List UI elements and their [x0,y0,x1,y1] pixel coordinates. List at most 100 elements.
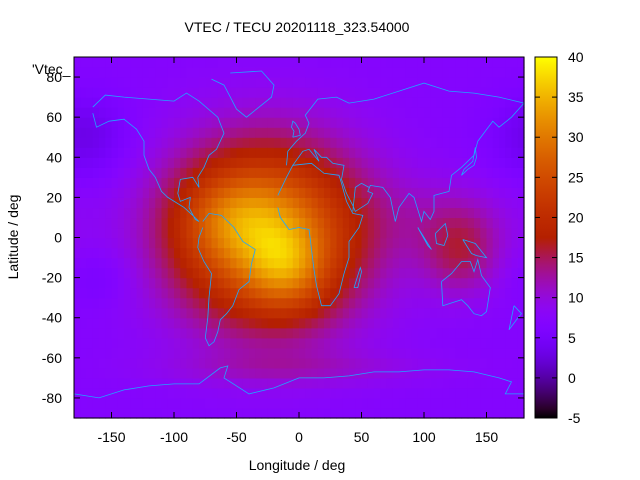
heatmap-cell [174,67,181,78]
heatmap-cell [211,107,219,118]
heatmap-cell [517,237,525,249]
heatmap-cell [280,347,288,359]
heatmap-cell [424,217,431,229]
heatmap-cell [330,217,338,229]
heatmap-cell [517,287,525,299]
heatmap-cell [174,407,181,419]
heatmap-cell [474,187,481,198]
heatmap-cell [417,147,425,158]
heatmap-cell [474,317,481,329]
heatmap-cell [205,207,213,219]
heatmap-cell [361,117,369,128]
heatmap-cell [142,207,150,219]
heatmap-cell [417,377,425,389]
heatmap-cell [417,207,425,219]
heatmap-cell [105,317,113,329]
heatmap-cell [86,267,94,279]
heatmap-cell [286,87,294,98]
heatmap-cell [430,367,438,379]
heatmap-cell [149,157,156,168]
heatmap-cell [511,337,519,349]
heatmap-cell [492,67,500,78]
heatmap-cell [399,57,406,68]
heatmap-cell [311,407,319,419]
heatmap-cell [317,347,325,359]
heatmap-cell [474,377,481,389]
heatmap-cell [492,267,500,279]
heatmap-cell [211,247,219,259]
heatmap-cell [424,357,431,369]
heatmap-cell [180,387,188,399]
heatmap-cell [349,287,356,299]
heatmap-cell [492,297,500,309]
heatmap-cell [111,367,119,379]
heatmap-cell [486,247,494,259]
heatmap-cell [417,337,425,349]
heatmap-cell [280,117,288,128]
heatmap-cell [461,387,469,399]
heatmap-cell [424,297,431,309]
heatmap-cell [324,137,331,148]
heatmap-cell [111,137,119,148]
heatmap-cell [236,87,244,98]
heatmap-cell [505,367,513,379]
heatmap-cell [424,127,431,138]
heatmap-cell [405,327,413,339]
heatmap-cell [142,397,150,409]
heatmap-cell [155,177,163,188]
heatmap-cell [249,377,256,389]
heatmap-cell [361,377,369,389]
heatmap-cell [461,257,469,269]
heatmap-cell [124,257,131,269]
heatmap-cell [280,397,288,409]
heatmap-cell [311,57,319,68]
heatmap-cell [349,247,356,259]
heatmap-cell [361,207,369,219]
heatmap-cell [161,317,169,329]
heatmap-cell [86,237,94,249]
heatmap-cell [480,77,488,88]
heatmap-cell [299,237,306,249]
heatmap-cell [111,147,119,158]
heatmap-cell [261,217,269,229]
heatmap-cell [474,127,481,138]
heatmap-cell [430,377,438,389]
heatmap-cell [111,187,119,198]
heatmap-cell [255,197,263,209]
heatmap-cell [80,177,88,188]
heatmap-cell [211,277,219,289]
heatmap-cell [80,127,88,138]
heatmap-cell [105,207,113,219]
heatmap-cell [349,127,356,138]
heatmap-cell [236,387,244,399]
y-tick-label: -80 [42,390,62,406]
heatmap-cell [242,297,250,309]
heatmap-cell [342,227,350,239]
heatmap-cell [411,227,419,239]
heatmap-cell [505,187,513,198]
heatmap-cell [317,137,325,148]
heatmap-cell [105,247,113,259]
heatmap-cell [511,257,519,269]
heatmap-cell [417,117,425,128]
heatmap-cell [292,57,300,68]
heatmap-cell [249,257,256,269]
heatmap-cell [267,57,275,68]
heatmap-cell [80,187,88,198]
heatmap-cell [155,187,163,198]
heatmap-cell [267,117,275,128]
heatmap-cell [236,187,244,198]
colorbar-tick-label: 15 [568,250,584,266]
heatmap-cell [374,387,381,399]
heatmap-cell [480,327,488,339]
heatmap-cell [74,347,81,359]
heatmap-cell [392,197,400,209]
heatmap-cell [399,337,406,349]
heatmap-cell [330,117,338,128]
heatmap-cell [324,97,331,108]
heatmap-cell [374,227,381,239]
chart-title: VTEC / TECU 20201118_323.54000 [185,19,410,35]
heatmap-cell [86,307,94,319]
heatmap-cell [517,107,525,118]
heatmap-cell [117,177,125,188]
